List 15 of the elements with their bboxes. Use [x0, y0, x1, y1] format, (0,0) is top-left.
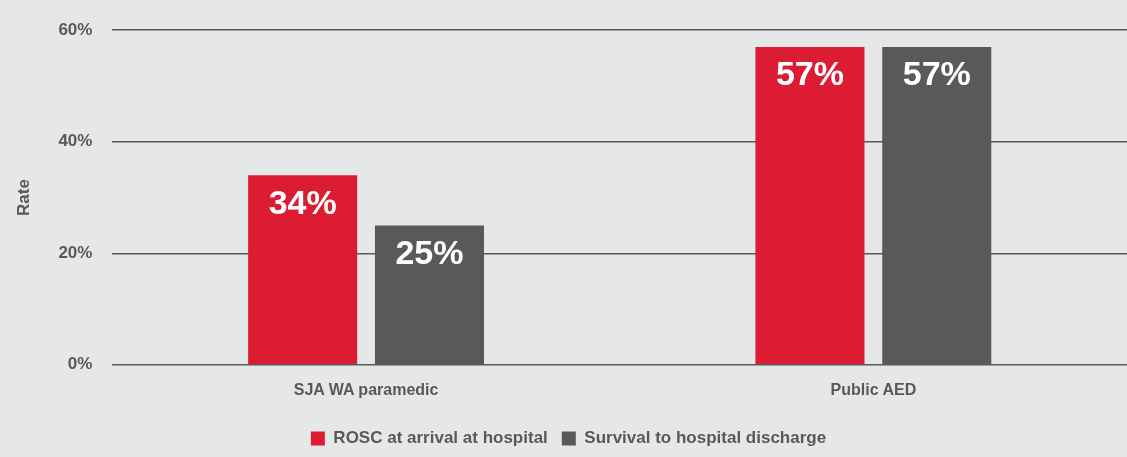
- data-label: 57%: [902, 54, 971, 93]
- bar: [248, 175, 358, 365]
- x-tick-label: Public AED: [830, 380, 917, 398]
- y-tick-label: 60%: [58, 19, 93, 39]
- y-tick-label: 20%: [58, 242, 93, 262]
- legend-label: Survival to hospital discharge: [584, 428, 827, 448]
- bar: [755, 46, 865, 365]
- data-label: 25%: [395, 232, 464, 271]
- legend-label: ROSC at arrival at hospital: [333, 428, 548, 448]
- x-tick-label: SJA WA paramedic: [293, 380, 439, 398]
- y-tick-label: 40%: [58, 131, 93, 151]
- data-label: 34%: [268, 182, 337, 221]
- y-axis-title: Rate: [13, 179, 33, 216]
- y-tick-label: 0%: [67, 354, 93, 374]
- data-label: 57%: [775, 54, 844, 93]
